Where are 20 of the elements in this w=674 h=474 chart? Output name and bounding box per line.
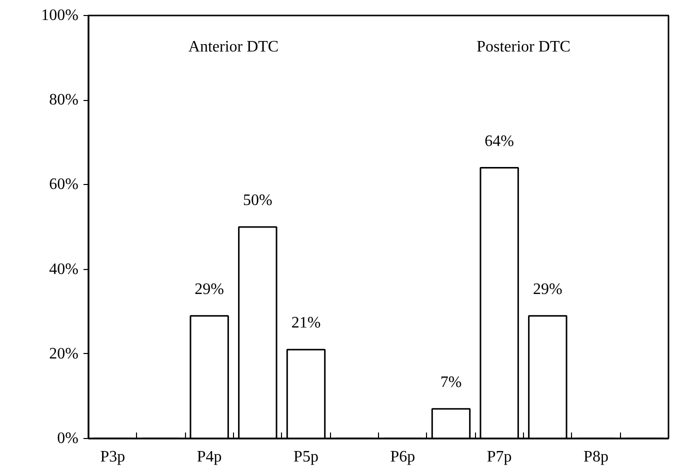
data-label: 7% (440, 374, 462, 391)
x-tick-label: P5p (294, 448, 318, 466)
x-tick-label: P8p (584, 448, 608, 466)
data-label: 50% (243, 192, 272, 209)
y-tick-label: 40% (49, 260, 78, 278)
data-label: 29% (533, 280, 562, 298)
data-label: 64% (484, 132, 514, 150)
data-label: 21% (291, 314, 321, 332)
annotation: Posterior DTC (476, 38, 570, 56)
x-tick-label: P3p (100, 448, 126, 466)
x-tick-label: P6p (390, 448, 416, 466)
y-tick-label: 0% (57, 430, 78, 447)
y-tick-label: 60% (49, 176, 78, 194)
y-tick-label: 100% (41, 7, 78, 24)
data-label: 29% (194, 280, 224, 298)
y-tick-label: 80% (49, 92, 78, 109)
y-tick-label: 20% (49, 345, 78, 362)
x-tick-label: P4p (196, 448, 222, 466)
annotation: Anterior DTC (188, 38, 279, 56)
x-tick-label: P7p (486, 448, 512, 466)
